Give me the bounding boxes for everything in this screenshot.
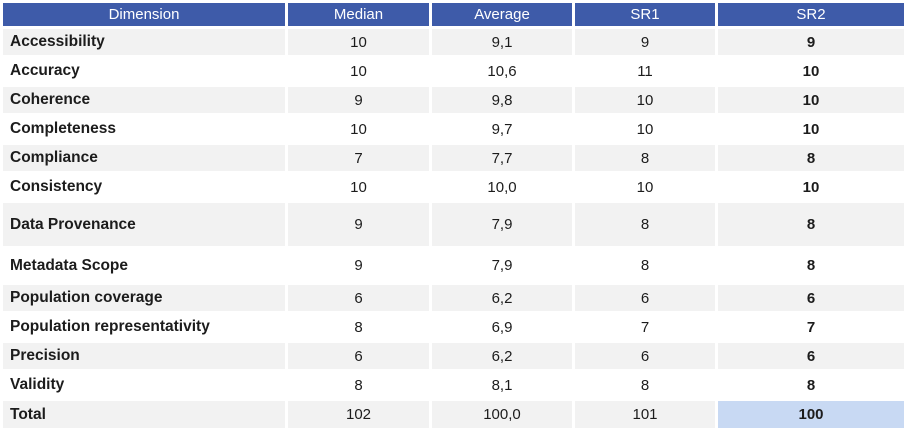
table-row-population-representativity: Population representativity 8 6,9 7 7 [3,314,904,340]
cell-dimension: Compliance [3,145,285,171]
cell-average: 9,1 [432,29,572,55]
cell-average: 7,7 [432,145,572,171]
cell-median: 10 [288,58,429,84]
table-row-total: Total 102 100,0 101 100 [3,401,904,428]
cell-sr2: 10 [718,116,904,142]
table-body: Accessibility 10 9,1 9 9 Accuracy 10 10,… [3,29,904,428]
cell-average: 9,7 [432,116,572,142]
table-header: Dimension Median Average SR1 SR2 [3,3,904,26]
cell-dimension: Coherence [3,87,285,113]
cell-sr2: 10 [718,58,904,84]
cell-dimension: Data Provenance [3,203,285,246]
cell-sr1: 8 [575,203,715,246]
cell-sr1: 101 [575,401,715,428]
cell-average: 6,9 [432,314,572,340]
cell-median: 8 [288,314,429,340]
cell-average: 7,9 [432,249,572,282]
cell-average: 8,1 [432,372,572,398]
cell-average: 6,2 [432,343,572,369]
table-row-coherence: Coherence 9 9,8 10 10 [3,87,904,113]
cell-average: 10,6 [432,58,572,84]
cell-median: 8 [288,372,429,398]
cell-sr2: 7 [718,314,904,340]
cell-average: 9,8 [432,87,572,113]
cell-median: 9 [288,203,429,246]
cell-sr1: 9 [575,29,715,55]
col-header-sr2: SR2 [718,3,904,26]
cell-median: 7 [288,145,429,171]
cell-median: 6 [288,285,429,311]
cell-median: 6 [288,343,429,369]
cell-median: 10 [288,116,429,142]
cell-average: 6,2 [432,285,572,311]
cell-sr2: 100 [718,401,904,428]
cell-dimension: Population representativity [3,314,285,340]
cell-median: 10 [288,29,429,55]
cell-median: 102 [288,401,429,428]
cell-average: 10,0 [432,174,572,200]
col-header-sr1: SR1 [575,3,715,26]
cell-average: 7,9 [432,203,572,246]
cell-sr2: 8 [718,145,904,171]
cell-sr1: 10 [575,174,715,200]
cell-dimension: Population coverage [3,285,285,311]
table-row-completeness: Completeness 10 9,7 10 10 [3,116,904,142]
cell-sr2: 8 [718,203,904,246]
table-row-accuracy: Accuracy 10 10,6 11 10 [3,58,904,84]
cell-dimension: Precision [3,343,285,369]
cell-sr1: 10 [575,116,715,142]
table-row-accessibility: Accessibility 10 9,1 9 9 [3,29,904,55]
cell-sr2: 9 [718,29,904,55]
cell-sr2: 8 [718,372,904,398]
cell-average: 100,0 [432,401,572,428]
col-header-dimension: Dimension [3,3,285,26]
cell-median: 9 [288,249,429,282]
cell-dimension: Accuracy [3,58,285,84]
cell-dimension: Completeness [3,116,285,142]
cell-sr1: 6 [575,285,715,311]
cell-median: 9 [288,87,429,113]
col-header-average: Average [432,3,572,26]
cell-sr2: 8 [718,249,904,282]
cell-dimension: Total [3,401,285,428]
table-row-validity: Validity 8 8,1 8 8 [3,372,904,398]
table-row-compliance: Compliance 7 7,7 8 8 [3,145,904,171]
table-row-population-coverage: Population coverage 6 6,2 6 6 [3,285,904,311]
cell-sr2: 10 [718,174,904,200]
cell-median: 10 [288,174,429,200]
cell-sr2: 6 [718,343,904,369]
cell-dimension: Validity [3,372,285,398]
cell-sr1: 6 [575,343,715,369]
cell-sr1: 8 [575,372,715,398]
table-row-metadata-scope: Metadata Scope 9 7,9 8 8 [3,249,904,282]
col-header-median: Median [288,3,429,26]
table-row-precision: Precision 6 6,2 6 6 [3,343,904,369]
cell-dimension: Metadata Scope [3,249,285,282]
table-row-consistency: Consistency 10 10,0 10 10 [3,174,904,200]
cell-dimension: Accessibility [3,29,285,55]
cell-sr1: 8 [575,249,715,282]
header-row: Dimension Median Average SR1 SR2 [3,3,904,26]
cell-sr1: 8 [575,145,715,171]
cell-dimension: Consistency [3,174,285,200]
cell-sr1: 7 [575,314,715,340]
cell-sr2: 6 [718,285,904,311]
cell-sr2: 10 [718,87,904,113]
cell-sr1: 10 [575,87,715,113]
cell-sr1: 11 [575,58,715,84]
table-row-data-provenance: Data Provenance 9 7,9 8 8 [3,203,904,246]
